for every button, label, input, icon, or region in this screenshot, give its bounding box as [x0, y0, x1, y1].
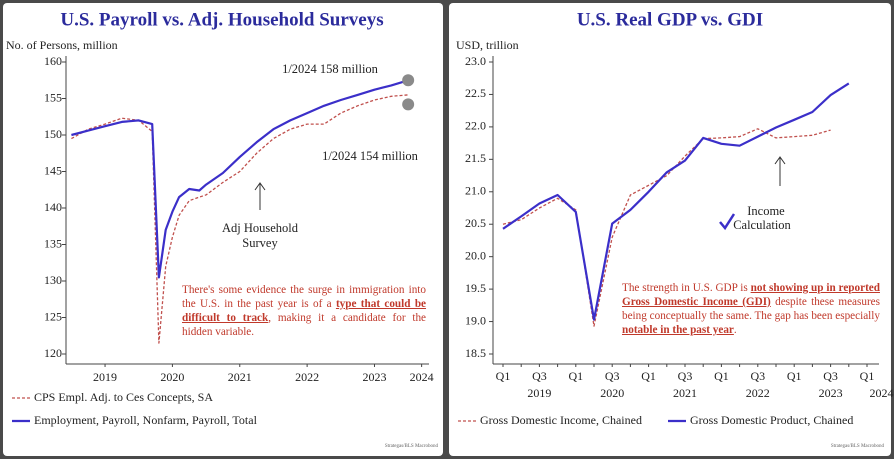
annotation: Calculation: [733, 218, 791, 232]
y-tick-label: 150: [44, 127, 62, 141]
y-axis-label: No. of Persons, million: [6, 38, 118, 52]
y-tick-label: 19.0: [465, 313, 486, 327]
annotation: Income: [747, 204, 785, 218]
x-tick-label: Q1: [714, 369, 729, 383]
y-tick-label: 20.5: [465, 216, 486, 230]
x-tick-label: Q1: [787, 369, 802, 383]
x-tick-label: 2022: [295, 370, 319, 384]
line-series: [502, 82, 850, 321]
note-text: There's some evidence the surge in immig…: [182, 284, 426, 310]
legend-label: Gross Domestic Income, Chained: [480, 413, 642, 427]
y-tick-label: 135: [44, 236, 62, 250]
x-tick-label: Q1: [641, 369, 656, 383]
x-tick-label: Q1: [568, 369, 583, 383]
note: There's some evidence the surge in immig…: [182, 283, 426, 339]
annotation: 1/2024 154 million: [322, 149, 419, 163]
panel: [3, 3, 443, 456]
panel: [449, 3, 891, 456]
annotation: Survey: [242, 236, 278, 250]
x-tick-label: Q1: [496, 369, 511, 383]
x-year-label: 2023: [819, 386, 843, 400]
y-tick-label: 19.5: [465, 281, 486, 295]
x-year-label: 2019: [527, 386, 551, 400]
note: The strength in U.S. GDP is not showing …: [622, 281, 880, 337]
y-tick-label: 155: [44, 90, 62, 104]
y-tick-label: 140: [44, 200, 62, 214]
y-tick-label: 21.5: [465, 151, 486, 165]
chart-title: U.S. Payroll vs. Adj. Household Surveys: [60, 9, 383, 30]
line-series: [71, 79, 409, 279]
note-emphasis: type that could be difficult to track: [182, 298, 427, 324]
line-series: [502, 128, 831, 327]
x-year-label: 2022: [746, 386, 770, 400]
note-text: .: [733, 324, 737, 336]
y-tick-label: 23.0: [465, 54, 486, 68]
y-tick-label: 130: [44, 273, 62, 287]
y-tick-label: 18.5: [465, 346, 486, 360]
legend-label: CPS Empl. Adj. to Ces Concepts, SA: [34, 390, 213, 404]
annotation: 1/2024 158 million: [282, 62, 379, 76]
x-tick-label: 2019: [93, 370, 117, 384]
legend-label: Employment, Payroll, Nonfarm, Payroll, T…: [34, 413, 258, 427]
chart-title: U.S. Real GDP vs. GDI: [577, 9, 763, 30]
source-note: Strategas/BLS Macrobond: [831, 444, 885, 449]
y-tick-label: 120: [44, 346, 62, 360]
annotation: Adj Household: [222, 221, 299, 235]
x-tick-label: Q3: [605, 369, 620, 383]
x-year-label: 2020: [600, 386, 624, 400]
note-emphasis: not showing up in reported Gross Domesti…: [622, 282, 880, 308]
y-tick-label: 22.0: [465, 119, 486, 133]
note-text: despite these measures being conceptuall…: [622, 296, 880, 322]
highlight-point: [402, 98, 415, 111]
x-tick-label: Q3: [532, 369, 547, 383]
y-tick-label: 160: [44, 54, 62, 68]
highlight-point: [402, 74, 415, 87]
y-tick-label: 21.0: [465, 184, 486, 198]
x-tick-label: 2023: [362, 370, 386, 384]
annotation-arrow-head: [254, 182, 266, 191]
source-note: Strategas/BLS Macrobond: [385, 444, 439, 449]
y-axis-label: USD, trillion: [456, 38, 519, 52]
annotation-arrow-head: [774, 156, 786, 165]
note-emphasis: notable in the past year: [622, 324, 734, 336]
x-tick-label: Q1: [860, 369, 875, 383]
legend-label: Gross Domestic Product, Chained: [690, 413, 853, 427]
x-year-label: 2021: [673, 386, 697, 400]
x-year-label: 2024: [870, 386, 894, 400]
note-text: The strength in U.S. GDP is: [622, 282, 751, 294]
y-tick-label: 20.0: [465, 248, 486, 262]
x-tick-label: 2021: [228, 370, 252, 384]
x-tick-label: Q3: [678, 369, 693, 383]
y-tick-label: 125: [44, 309, 62, 323]
note-text: , making it a candidate for the hidden v…: [182, 312, 426, 338]
y-tick-label: 22.5: [465, 86, 486, 100]
x-tick-label: Q3: [750, 369, 765, 383]
x-tick-label: 2020: [160, 370, 184, 384]
x-tick-label: 2024: [410, 370, 434, 384]
x-tick-label: Q3: [823, 369, 838, 383]
check-mark: [719, 213, 736, 231]
y-tick-label: 145: [44, 163, 62, 177]
